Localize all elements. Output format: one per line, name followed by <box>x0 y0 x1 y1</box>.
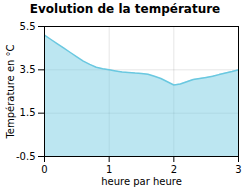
svg-text:heure par heure: heure par heure <box>101 176 182 187</box>
svg-text:3: 3 <box>235 164 241 175</box>
svg-text:-0.5: -0.5 <box>16 151 36 162</box>
svg-text:1.5: 1.5 <box>20 107 36 118</box>
svg-text:Température en °C: Température en °C <box>5 44 16 139</box>
svg-text:0: 0 <box>41 164 47 175</box>
html-text:Evolution de la température: Evolution de la température <box>29 2 221 16</box>
svg-text:3.5: 3.5 <box>20 64 36 75</box>
svg-text:5.5: 5.5 <box>20 21 36 32</box>
svg-text:2: 2 <box>171 164 177 175</box>
svg-text:1: 1 <box>106 164 112 175</box>
